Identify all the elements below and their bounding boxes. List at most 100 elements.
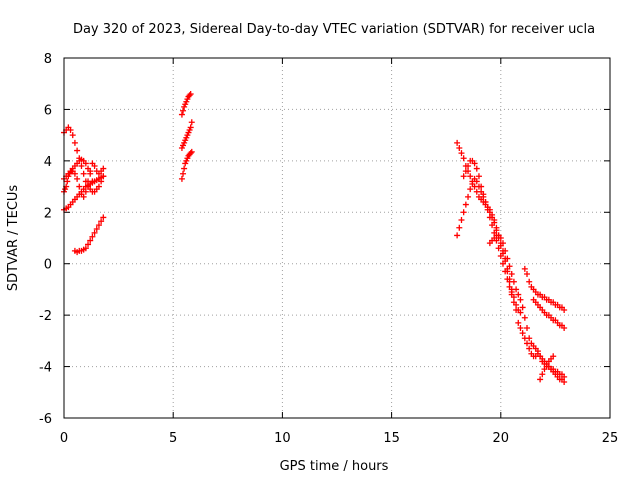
data-point xyxy=(521,335,528,342)
series-arc-o xyxy=(530,296,568,331)
series-arc-g xyxy=(178,148,195,182)
data-point xyxy=(550,353,557,360)
data-point xyxy=(499,240,506,247)
data-point xyxy=(100,214,107,221)
data-point xyxy=(82,160,89,167)
plot-frame xyxy=(63,57,611,419)
data-point xyxy=(85,165,92,172)
data-point xyxy=(513,307,520,313)
data-point xyxy=(499,260,506,267)
data-point xyxy=(180,107,187,114)
data-point xyxy=(69,132,76,139)
data-point xyxy=(526,345,533,352)
data-point xyxy=(67,127,74,133)
data-point xyxy=(181,165,188,172)
data-point xyxy=(526,278,533,285)
data-point xyxy=(64,178,71,185)
data-point xyxy=(456,224,463,231)
data-point xyxy=(486,214,493,221)
data-point xyxy=(484,206,491,213)
data-point xyxy=(460,173,467,180)
data-point xyxy=(100,165,107,172)
data-point xyxy=(502,268,509,275)
data-point xyxy=(561,307,568,313)
y-tick-label: 6 xyxy=(44,103,52,118)
data-point xyxy=(93,226,100,232)
data-point xyxy=(87,237,94,244)
series-arc-n xyxy=(521,265,568,313)
x-tick-label: 10 xyxy=(274,431,291,446)
series-arc-f xyxy=(178,91,194,118)
y-tick-label: 0 xyxy=(44,258,52,273)
data-point xyxy=(497,253,504,259)
data-point xyxy=(510,299,517,306)
data-point xyxy=(475,173,482,180)
data-point xyxy=(187,91,194,97)
data-point xyxy=(98,218,105,225)
x-tick-label: 25 xyxy=(602,431,619,446)
axis-ticks xyxy=(63,57,611,419)
data-point xyxy=(469,181,476,187)
series-arc-e xyxy=(71,214,107,256)
data-point xyxy=(71,170,78,177)
data-point xyxy=(473,165,480,172)
data-point xyxy=(478,183,485,190)
data-point xyxy=(89,178,96,185)
data-point xyxy=(515,319,522,326)
data-point xyxy=(508,271,515,277)
data-point xyxy=(471,160,478,167)
data-point xyxy=(91,163,98,169)
data-point xyxy=(561,325,568,331)
data-point xyxy=(515,291,522,298)
data-point xyxy=(95,183,102,190)
data-point xyxy=(489,222,496,229)
y-tick-label: -2 xyxy=(39,309,52,324)
chart-title: Day 320 of 2023, Sidereal Day-to-day VTE… xyxy=(73,22,595,37)
data-point xyxy=(458,150,465,157)
data-point xyxy=(521,314,528,321)
series-arc-k xyxy=(460,157,515,298)
data-point xyxy=(482,199,489,205)
y-tick-label: -4 xyxy=(39,361,52,376)
data-point xyxy=(80,193,87,200)
data-point xyxy=(521,265,528,272)
data-point xyxy=(473,178,480,185)
data-point xyxy=(467,186,474,193)
data-point xyxy=(186,92,193,99)
data-point xyxy=(541,366,548,373)
y-tick-label: 2 xyxy=(44,206,52,221)
data-point xyxy=(524,340,531,347)
data-point xyxy=(539,371,546,378)
data-point xyxy=(456,145,463,151)
series-arc-p xyxy=(537,353,557,383)
data-point xyxy=(74,147,81,154)
data-point xyxy=(517,309,524,316)
x-tick-label: 0 xyxy=(60,431,68,446)
data-point xyxy=(513,286,520,293)
y-axis-label: SDTVAR / TECUs xyxy=(6,185,21,292)
data-point xyxy=(495,245,502,252)
series-arc-j xyxy=(454,175,520,313)
grid-lines xyxy=(64,58,610,418)
data-point xyxy=(71,139,78,146)
data-point xyxy=(506,283,513,290)
data-point xyxy=(89,233,96,240)
x-tick-label: 15 xyxy=(383,431,400,446)
data-point xyxy=(462,201,469,208)
data-point xyxy=(85,241,92,248)
data-point xyxy=(537,376,544,383)
y-tick-label: 4 xyxy=(44,155,52,170)
data-point xyxy=(510,278,517,285)
data-point xyxy=(519,330,526,337)
data-points xyxy=(61,91,568,385)
data-point xyxy=(504,255,511,262)
data-point xyxy=(188,119,195,126)
data-point xyxy=(460,155,467,162)
data-point xyxy=(82,245,89,252)
data-point xyxy=(74,175,81,182)
data-point xyxy=(465,193,472,200)
data-point xyxy=(517,325,524,331)
x-tick-label: 5 xyxy=(169,431,177,446)
data-point xyxy=(180,170,187,177)
data-point xyxy=(91,229,98,236)
